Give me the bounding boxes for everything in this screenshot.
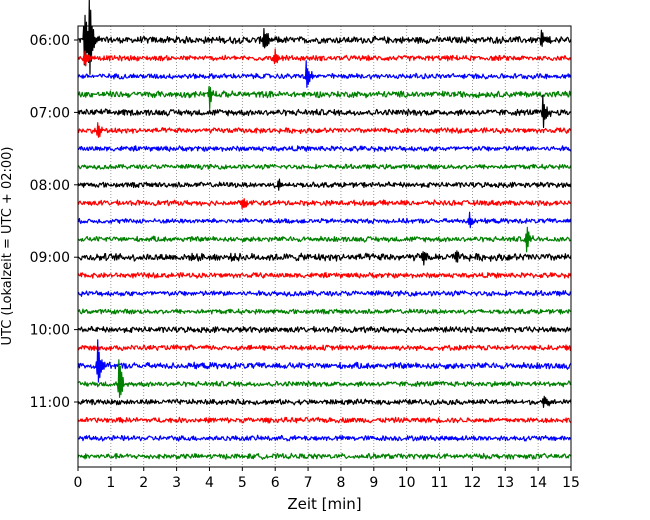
trace-row-1100 — [77, 395, 572, 408]
y-axis: 06:00 07:00 08:00 09:00 10:00 11:00 — [30, 33, 78, 411]
trace-row-1115 — [77, 416, 572, 424]
x-tick-label: 9 — [369, 475, 378, 491]
x-tick-label: 3 — [172, 475, 181, 491]
trace-row-0815 — [77, 198, 572, 210]
y-tick-label: 08:00 — [30, 178, 70, 194]
x-tick-label: 12 — [463, 475, 481, 491]
trace-row-0900 — [77, 250, 572, 266]
trace-row-1030 — [77, 339, 572, 383]
x-axis-title: Zeit [min] — [287, 495, 361, 513]
x-tick-label: 0 — [74, 475, 83, 491]
trace-row-1145 — [77, 452, 572, 460]
x-tick-label: 1 — [106, 475, 115, 491]
trace-row-0715 — [77, 122, 572, 138]
trace-row-0700 — [77, 94, 572, 129]
y-tick-label: 07:00 — [30, 105, 70, 121]
x-axis: 0 1 2 3 4 5 6 7 8 9 10 11 12 13 14 15 — [74, 467, 580, 491]
trace-row-0615 — [77, 48, 572, 67]
x-tick-label: 11 — [431, 475, 449, 491]
y-tick-label: 11:00 — [30, 395, 70, 411]
trace-row-0745 — [77, 163, 572, 170]
y-tick-label: 06:00 — [30, 33, 70, 49]
x-tick-label: 14 — [529, 475, 547, 491]
x-tick-label: 4 — [205, 475, 214, 491]
plot-frame — [77, 25, 572, 468]
seismogram-traces — [77, 0, 572, 460]
trace-row-0945 — [77, 308, 572, 315]
trace-row-0600 — [77, 0, 572, 75]
trace-row-1000 — [77, 325, 572, 334]
trace-row-1130 — [77, 434, 572, 442]
x-tick-label: 15 — [562, 475, 580, 491]
y-tick-label: 09:00 — [30, 250, 70, 266]
x-tick-label: 2 — [139, 475, 148, 491]
trace-row-0915 — [77, 271, 572, 279]
trace-row-0830 — [77, 211, 572, 229]
x-tick-label: 8 — [336, 475, 345, 491]
trace-row-0630 — [77, 60, 572, 88]
trace-row-0645 — [77, 86, 572, 110]
trace-row-0730 — [77, 145, 572, 153]
x-tick-label: 6 — [271, 475, 280, 491]
x-tick-label: 7 — [304, 475, 313, 491]
trace-row-0800 — [77, 178, 572, 191]
x-tick-label: 5 — [238, 475, 247, 491]
trace-row-0845 — [77, 226, 572, 253]
trace-row-1045 — [77, 359, 572, 398]
trace-row-1015 — [77, 344, 572, 352]
x-tick-label: 10 — [398, 475, 416, 491]
y-tick-label: 10:00 — [30, 323, 70, 339]
y-axis-title: UTC (Lokalzeit = UTC + 02:00) — [0, 147, 15, 346]
trace-row-0930 — [77, 290, 572, 297]
x-tick-label: 13 — [496, 475, 514, 491]
